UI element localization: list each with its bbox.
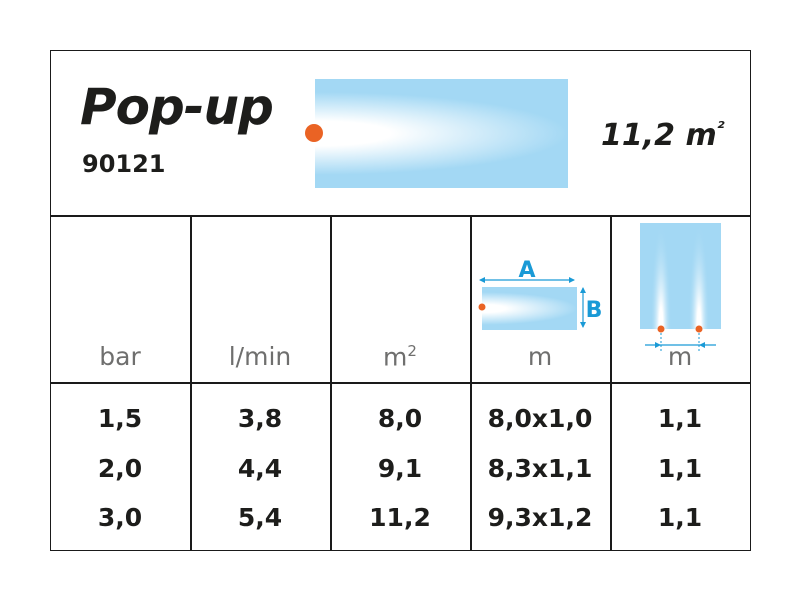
cell-dimensions: 8,3x1,1: [487, 454, 593, 483]
coverage-area: 11,2 m²: [601, 118, 725, 153]
cell-flow: 4,4: [237, 454, 283, 483]
unit-area-sup: 2: [407, 342, 417, 360]
cell-spacing: 1,1: [657, 503, 703, 532]
divider: [50, 215, 751, 217]
unit-bar: bar: [99, 342, 141, 371]
cell-flow: 5,4: [237, 503, 283, 532]
cell-spacing: 1,1: [657, 454, 703, 483]
spray-dimensions-icon: A B: [478, 258, 603, 330]
cell-flow: 3,8: [237, 404, 283, 433]
product-title: Pop-up: [80, 78, 274, 136]
unit-area: m2: [330, 342, 470, 371]
cell-spacing: 1,1: [657, 404, 703, 433]
divider: [190, 216, 192, 550]
spray-pattern-icon: [315, 79, 568, 188]
divider: [610, 216, 612, 550]
coverage-unit-sup: ²: [716, 118, 725, 139]
cell-pressure: 1,5: [97, 404, 143, 433]
product-code: 90121: [82, 150, 166, 178]
unit-spacing: m: [667, 342, 693, 371]
divider: [470, 216, 472, 550]
cell-pressure: 3,0: [97, 503, 143, 532]
dimension-b-label: B: [586, 298, 603, 323]
cell-area: 8,0: [377, 404, 423, 433]
unit-area-base: m: [383, 342, 408, 372]
coverage-value: 11,2 m: [601, 118, 717, 153]
nozzle-spacing-icon: [640, 223, 721, 351]
dimension-a-label: A: [518, 258, 535, 283]
unit-dimensions: m: [527, 342, 553, 371]
divider: [50, 382, 751, 384]
cell-dimensions: 9,3x1,2: [487, 503, 593, 532]
spec-table: [50, 50, 751, 551]
cell-area: 9,1: [377, 454, 423, 483]
cell-dimensions: 8,0x1,0: [487, 404, 593, 433]
cell-pressure: 2,0: [97, 454, 143, 483]
divider: [330, 216, 332, 550]
cell-area: 11,2: [369, 503, 431, 532]
nozzle-icon: [305, 124, 323, 142]
unit-flow: l/min: [228, 342, 292, 371]
